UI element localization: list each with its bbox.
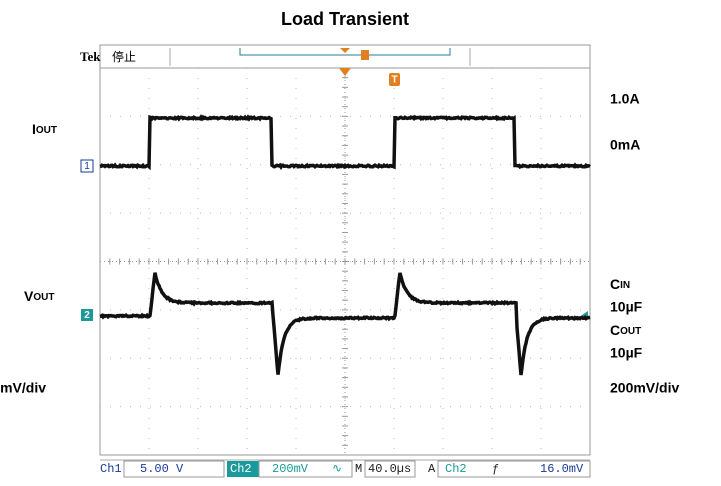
cout-main: C xyxy=(610,322,620,338)
left-scale: 200mV/div xyxy=(0,380,46,396)
t-marker-small xyxy=(361,50,369,60)
cin-sub: IN xyxy=(620,280,630,291)
slope: ƒ xyxy=(492,462,499,476)
cin-main: C xyxy=(610,276,620,292)
cout-value: 10µF xyxy=(610,345,643,361)
ch2-scale: 200mV xyxy=(272,462,309,476)
title: Load Transient xyxy=(281,9,409,29)
m: M xyxy=(355,462,362,476)
coupling: ∿ xyxy=(332,462,342,476)
cout-label: COUT xyxy=(610,322,641,338)
cin-label: CIN xyxy=(610,276,630,292)
brand: Tek xyxy=(80,49,101,64)
cout-sub: OUT xyxy=(620,326,641,337)
ch1-marker: 1 xyxy=(84,161,90,172)
ch1: Ch1 xyxy=(100,462,122,476)
low-label: 0mA xyxy=(610,137,640,153)
timebase: 40.0µs xyxy=(368,462,411,476)
high-label: 1.0A xyxy=(610,91,640,107)
iout-label: IOUT xyxy=(32,121,57,137)
cin-value: 10µF xyxy=(610,299,643,315)
iout-sub: OUT xyxy=(36,125,57,136)
vout-sub: OUT xyxy=(33,292,54,303)
ch2-marker: 2 xyxy=(84,310,90,321)
right-scale: 200mV/div xyxy=(610,380,679,396)
trigger-marker: T xyxy=(391,75,397,86)
vout-label: VOUT xyxy=(24,288,54,304)
scope-screenshot: Load Transient Tek 停止 T 1 2 IOUT VOUT 20… xyxy=(0,0,721,481)
ch2: Ch2 xyxy=(230,462,252,476)
ch1-scale: 5.00 V xyxy=(140,462,184,476)
trig-level: 16.0mV xyxy=(540,462,584,476)
a: A xyxy=(428,462,436,476)
status: 停止 xyxy=(112,49,136,64)
trig-ch: Ch2 xyxy=(445,462,467,476)
